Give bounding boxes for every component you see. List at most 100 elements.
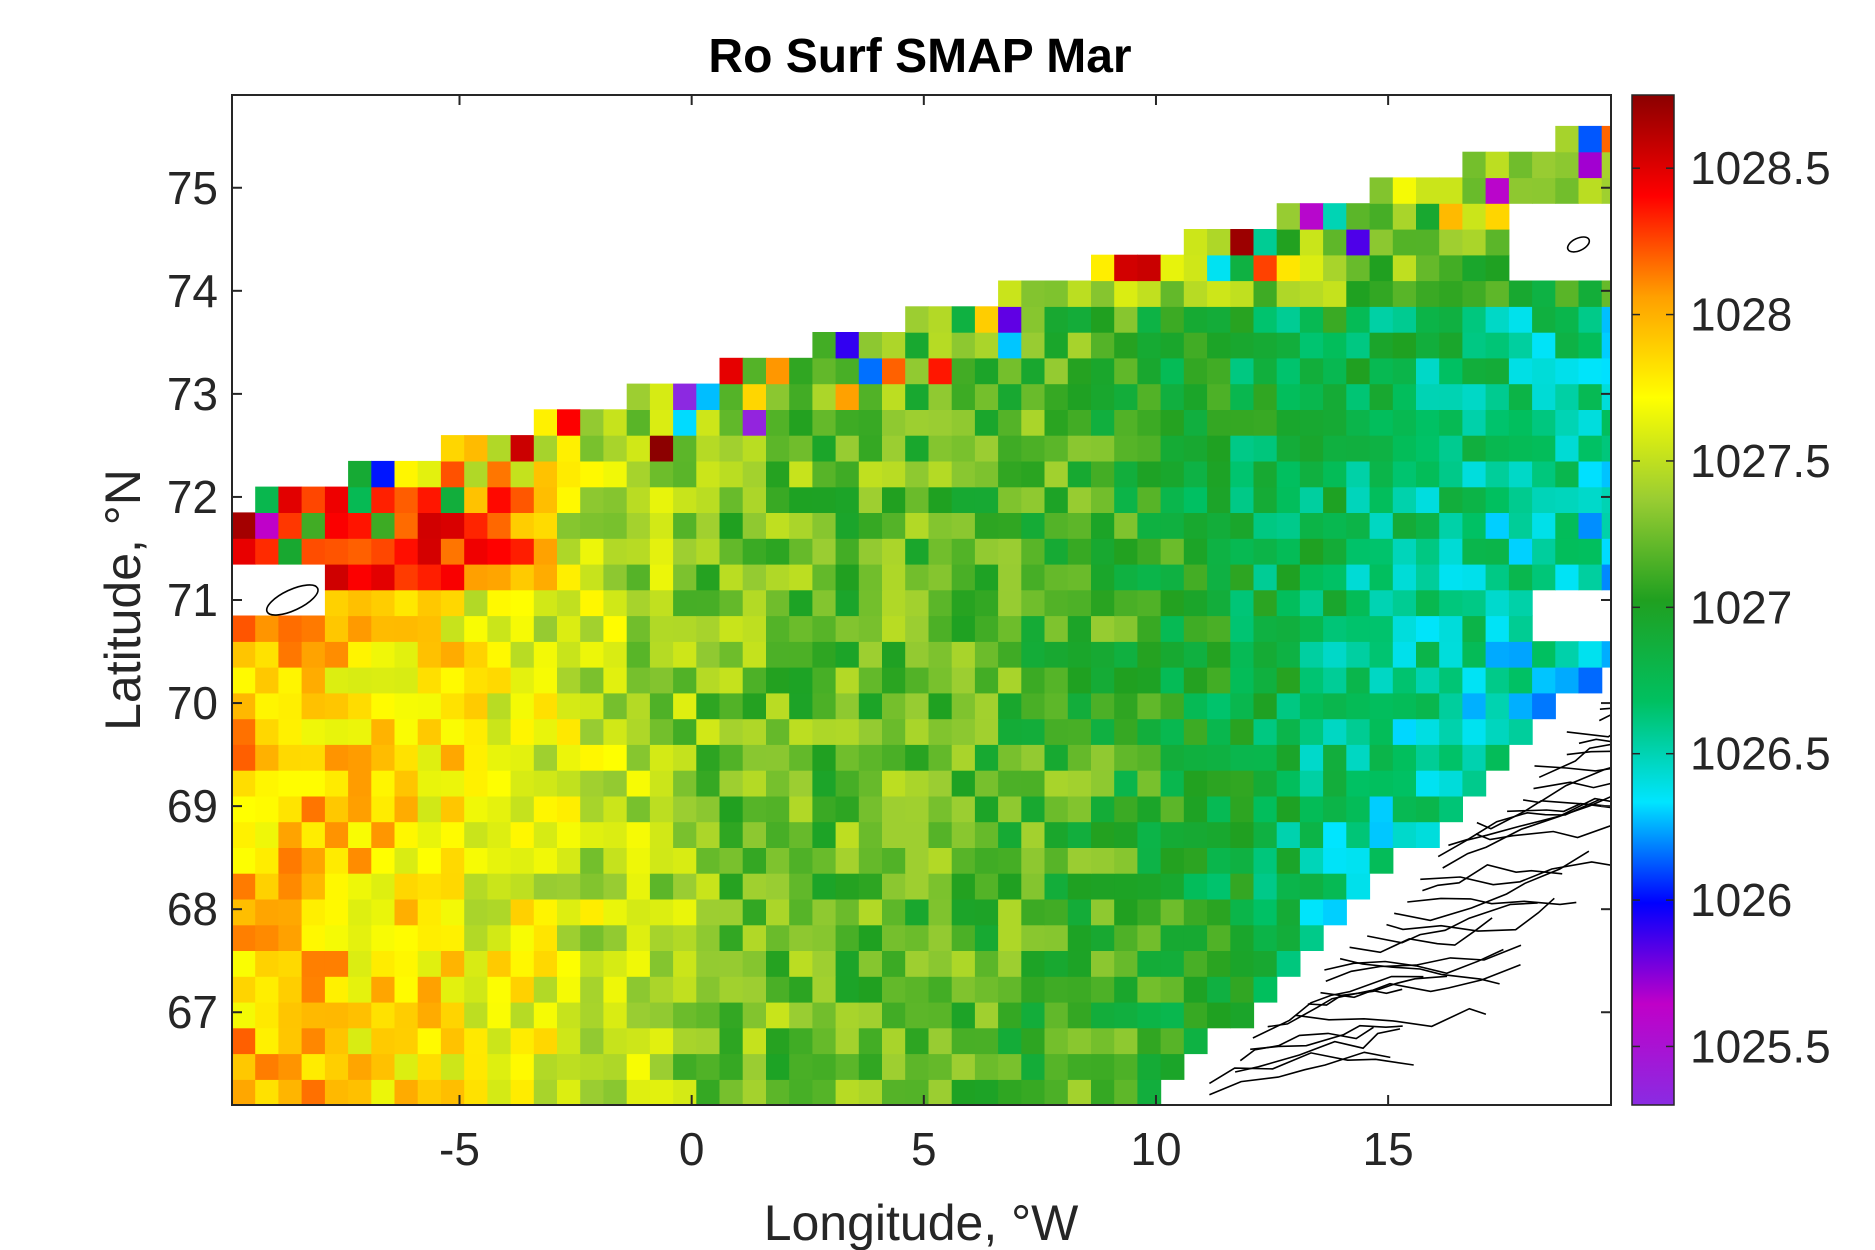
heatmap-cell <box>1207 254 1231 282</box>
heatmap-cell <box>1067 615 1092 642</box>
heatmap-cell <box>301 486 326 513</box>
heatmap-cell <box>1323 460 1347 488</box>
heatmap-cell <box>1601 151 1611 179</box>
heatmap-cell <box>1137 254 1162 282</box>
heatmap-cell <box>1160 718 1185 745</box>
heatmap-cell <box>1230 409 1255 436</box>
heatmap-cell <box>835 435 860 462</box>
heatmap-cell <box>557 1079 581 1105</box>
heatmap-cell <box>626 563 651 591</box>
heatmap-cell <box>1160 821 1185 848</box>
heatmap-cell <box>232 1001 256 1029</box>
heatmap-cell <box>1160 563 1185 591</box>
heatmap-cell <box>1276 486 1301 513</box>
heatmap-cell <box>371 898 396 926</box>
heatmap-cell <box>1462 306 1487 333</box>
heatmap-cell <box>1044 486 1069 513</box>
heatmap-cell <box>1091 1079 1115 1105</box>
heatmap-cell <box>1601 125 1611 153</box>
heatmap-cell <box>905 1053 929 1080</box>
heatmap-cell <box>394 795 419 823</box>
heatmap-cell <box>1067 1079 1092 1105</box>
heatmap-cell <box>348 847 372 874</box>
heatmap-cell <box>1160 976 1185 1003</box>
heatmap-cell <box>974 563 999 591</box>
heatmap-cell <box>417 718 442 745</box>
heatmap-cell <box>1555 460 1580 488</box>
heatmap-cell <box>348 1001 372 1029</box>
heatmap-cell <box>974 409 999 436</box>
heatmap-cell <box>1067 641 1092 668</box>
heatmap-cell <box>1021 873 1046 900</box>
heatmap-cell <box>626 1079 651 1105</box>
heatmap-cell <box>649 1001 674 1029</box>
heatmap-cell <box>348 770 372 797</box>
heatmap-cell <box>1183 512 1208 539</box>
heatmap-cell <box>1346 460 1371 488</box>
heatmap-cell <box>696 795 721 823</box>
heatmap-cell <box>1369 486 1394 513</box>
heatmap-cell <box>1114 1027 1138 1055</box>
heatmap-cell <box>1021 538 1046 565</box>
heatmap-cell <box>882 1079 906 1105</box>
heatmap-cell <box>301 615 326 642</box>
heatmap-cell <box>255 744 279 771</box>
heatmap-cell <box>858 1001 883 1029</box>
x-tick-label: -5 <box>439 1123 480 1175</box>
heatmap-cell <box>1578 177 1603 204</box>
heatmap-cell <box>1346 667 1371 694</box>
heatmap-cell <box>835 615 860 642</box>
heatmap-cell <box>417 641 442 668</box>
heatmap-cell <box>858 976 883 1003</box>
heatmap-cell <box>696 950 721 977</box>
heatmap-cell <box>649 589 674 617</box>
heatmap-cell <box>533 898 558 926</box>
heatmap-cell <box>789 744 813 771</box>
heatmap-cell <box>1369 435 1394 462</box>
heatmap-cell <box>951 435 976 462</box>
heatmap-cell <box>766 1001 790 1029</box>
heatmap-cell <box>1091 950 1115 977</box>
heatmap-cell <box>1207 898 1231 926</box>
heatmap-cell <box>533 1079 558 1105</box>
heatmap-cell <box>1114 821 1138 848</box>
heatmap-cell <box>1485 203 1510 230</box>
heatmap-cell <box>1044 641 1069 668</box>
heatmap-cell <box>1323 435 1347 462</box>
heatmap-cell <box>580 692 604 720</box>
heatmap-cell <box>324 512 349 539</box>
heatmap-cell <box>951 847 976 874</box>
heatmap-cell <box>440 898 465 926</box>
heatmap-cell <box>1091 821 1115 848</box>
heatmap-cell <box>1253 332 1278 359</box>
heatmap-cell <box>1137 976 1162 1003</box>
heatmap-cell <box>812 744 837 771</box>
heatmap-cell <box>324 563 349 591</box>
heatmap-cell <box>464 615 488 642</box>
heatmap-cell <box>324 718 349 745</box>
heatmap-cell <box>626 847 651 874</box>
heatmap-cell <box>510 950 535 977</box>
heatmap-cell <box>766 847 790 874</box>
heatmap-cell <box>649 950 674 977</box>
heatmap-cell <box>928 512 953 539</box>
heatmap-cell <box>603 486 628 513</box>
heatmap-cell <box>882 383 906 410</box>
coastline-path <box>1367 902 1538 944</box>
heatmap-cell <box>417 1001 442 1029</box>
heatmap-cell <box>789 1001 813 1029</box>
heatmap-cell <box>371 1027 396 1055</box>
heatmap-cell <box>1230 924 1255 951</box>
heatmap-cell <box>1067 795 1092 823</box>
heatmap-cell <box>882 770 906 797</box>
heatmap-cell <box>1346 383 1371 410</box>
heatmap-cell <box>696 538 721 565</box>
heatmap-cell <box>1021 1079 1046 1105</box>
heatmap-cell <box>1555 641 1580 668</box>
heatmap-cell <box>1369 821 1394 848</box>
heatmap-cell <box>1183 589 1208 617</box>
heatmap-cell <box>858 538 883 565</box>
heatmap-cell <box>673 383 697 410</box>
heatmap-cell <box>1299 486 1324 513</box>
heatmap-cell <box>719 512 744 539</box>
